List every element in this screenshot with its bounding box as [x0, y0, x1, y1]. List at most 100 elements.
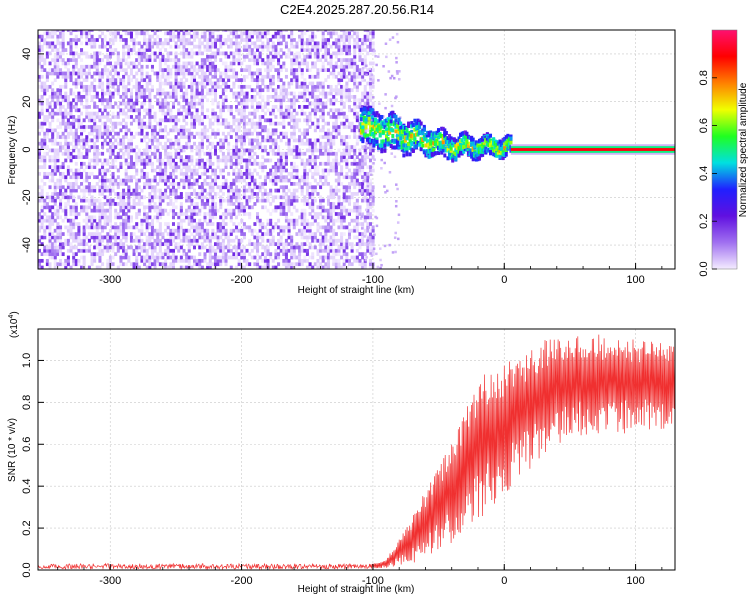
spectrogram-cell: [164, 105, 168, 109]
spectrogram-cell: [250, 111, 254, 116]
spectrogram-cell: [279, 101, 283, 106]
spectrogram-cell: [166, 81, 170, 86]
spectrogram-cell: [124, 202, 128, 206]
spectrogram-cell: [171, 262, 175, 267]
spectrogram-cell: [148, 192, 152, 196]
spectrogram-cell: [192, 188, 197, 193]
spectrogram-cell: [69, 155, 73, 159]
spectrogram-cell: [140, 222, 144, 226]
spectrogram-cell: [263, 31, 267, 36]
spectrogram-cell: [334, 171, 338, 176]
spectrogram-cell: [72, 145, 76, 149]
spectrogram-cell: [258, 218, 262, 223]
spectrogram-cell: [122, 58, 126, 62]
spectrogram-cell: [64, 111, 68, 116]
spectrogram-cell: [342, 111, 346, 116]
spectrogram-cell: [298, 30, 302, 32]
spectrogram-cell: [305, 68, 309, 72]
spectrogram-cell: [282, 51, 286, 56]
spectrogram-cell: [229, 128, 233, 133]
spectrogram-cell: [111, 34, 115, 39]
spectrogram-cell: [308, 232, 312, 236]
spectrogram-cell: [74, 235, 78, 240]
spectrogram-cell: [250, 48, 254, 52]
spectrogram-cell: [38, 58, 42, 62]
spectrogram-cell: [287, 232, 291, 236]
spectrogram-cell: [340, 205, 344, 210]
spectrogram-cell: [48, 61, 52, 66]
spectrogram-cell: [232, 74, 236, 79]
spectrogram-cell: [95, 105, 99, 109]
spectrogram-cell: [250, 131, 254, 136]
spectrogram-cell: [43, 198, 47, 203]
spectrogram-cell: [156, 138, 160, 143]
spectrogram-cell: [242, 105, 246, 109]
spectrogram-cell: [206, 182, 210, 186]
spectrogram-cell: [232, 121, 236, 126]
spectrogram-cell: [166, 202, 170, 206]
spectrogram-cell: [200, 145, 204, 149]
spectrogram-cell: [148, 41, 152, 46]
spectrogram-cell: [161, 192, 165, 196]
spectrogram-cell: [95, 131, 99, 136]
spectrogram-cell: [53, 192, 57, 196]
spectrogram-cell: [329, 101, 333, 106]
spectrogram-cell: [59, 71, 63, 76]
spectrogram-cell: [266, 131, 270, 136]
spectrogram-cell: [208, 248, 212, 253]
spectrogram-cell: [69, 30, 73, 32]
spectrogram-cell: [185, 98, 189, 103]
spectrogram-cell: [53, 151, 57, 156]
spectrogram-cell: [90, 252, 94, 257]
spectrogram-cell: [284, 95, 288, 99]
spectrogram-cell: [108, 138, 112, 143]
spectrogram-cell: [145, 255, 149, 260]
spectrogram-cell: [332, 41, 336, 46]
spectrogram-cell: [329, 212, 333, 216]
spectrogram-cell: [48, 111, 52, 116]
spectrogram-cell: [221, 38, 225, 42]
spectrogram-cell: [158, 64, 162, 69]
spectrogram-cell: [158, 125, 162, 129]
spectrogram-cell: [38, 41, 42, 46]
spectrogram-cell: [132, 175, 136, 180]
spectrogram-cell: [132, 202, 136, 206]
spectrogram-cell: [122, 242, 126, 246]
spectrogram-cell: [66, 228, 70, 233]
spectrogram-cell: [292, 118, 296, 123]
spectrogram-cell: [305, 138, 309, 143]
spectrogram-cell: [213, 68, 218, 72]
spectrogram-cell: [269, 202, 273, 206]
spectrogram-cell: [148, 182, 152, 186]
spectrogram-cell: [114, 145, 118, 149]
spectrogram-cell: [271, 235, 275, 240]
spectrogram-cell: [140, 218, 144, 223]
spectrogram-cell: [192, 235, 197, 240]
spectrogram-cell: [256, 84, 260, 89]
spectrogram-cell: [135, 91, 139, 96]
spectrogram-cell: [64, 91, 68, 96]
spectrogram-cell: [316, 51, 320, 56]
spectrogram-cell: [66, 105, 70, 109]
spectrogram-cell: [253, 228, 257, 233]
spectrogram-cell: [250, 248, 254, 253]
spectrogram-cell: [182, 185, 186, 190]
spectrogram-cell: [174, 30, 178, 32]
spectrogram-cell: [187, 228, 191, 233]
spectrogram-cell: [256, 145, 260, 149]
spectrogram-cell: [166, 212, 170, 216]
spectrogram-cell: [114, 212, 118, 216]
spectrogram-cell: [129, 121, 133, 126]
spectrogram-cell: [198, 91, 202, 96]
spectrogram-cell: [213, 148, 218, 153]
spectrogram-cell: [227, 148, 231, 153]
spectrogram-cell: [253, 255, 257, 260]
spectrogram-cell: [224, 121, 228, 126]
spectrogram-cell: [145, 205, 149, 210]
spectrogram-cell: [319, 161, 323, 166]
spectrogram-cell: [242, 128, 246, 133]
spectrogram-cell: [116, 54, 120, 59]
spectrogram-cell: [98, 108, 102, 113]
spectrogram-cell: [38, 131, 42, 136]
spectrogram-cell: [316, 48, 320, 52]
